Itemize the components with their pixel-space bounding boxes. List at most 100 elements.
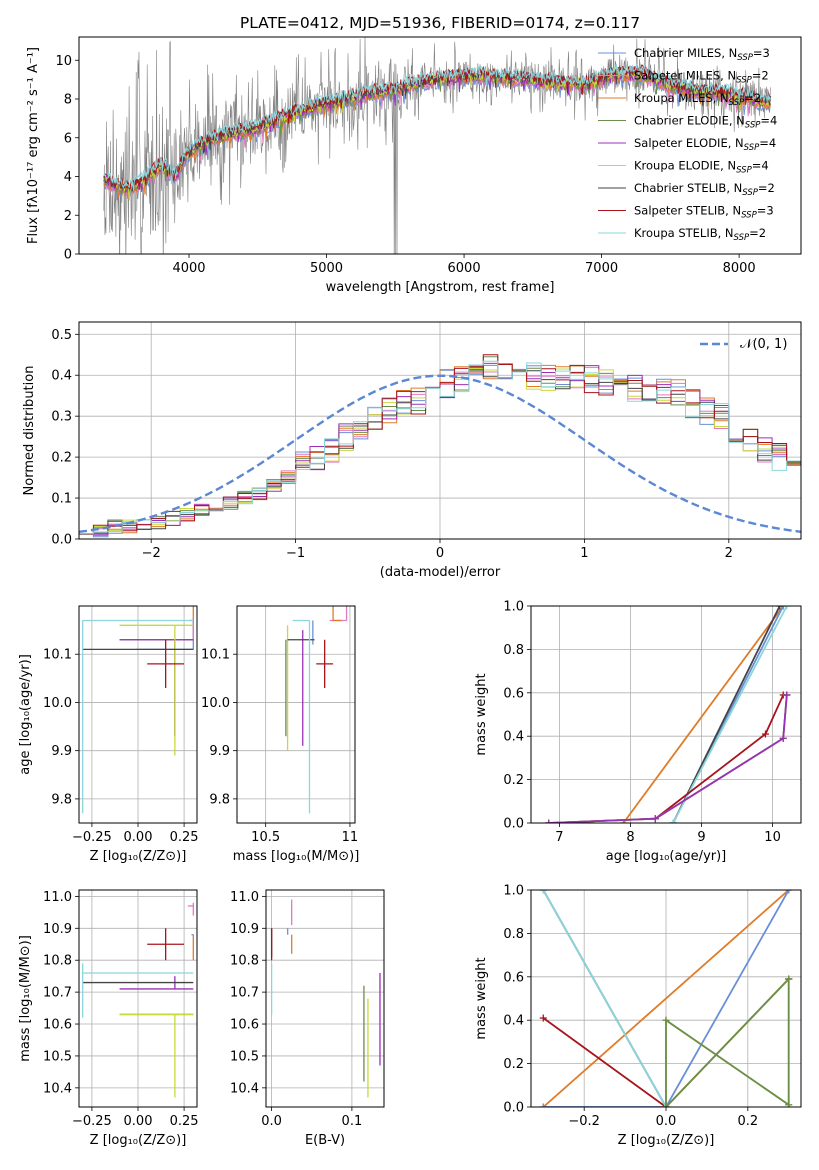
weight-Z-frame-group: −0.2 0.0 0.2 0.0 0.2 0.4 0.6 0.8 1.0 Z [log₁₀(Z/Z… xyxy=(474,884,802,1148)
mass-Z-plot-area xyxy=(82,902,194,1098)
age-mass-point xyxy=(316,639,334,688)
spectrum-xtick-label: 7000 xyxy=(585,261,618,276)
weight-Z-xtick-label: −0.2 xyxy=(568,1114,600,1129)
legend-entry-label: Salpeter STELIB, N xyxy=(634,204,741,218)
legend-entry-label: Chabrier MILES, N xyxy=(634,46,737,60)
spectrum-xtick-label: 4000 xyxy=(172,261,205,276)
spectrum-ylabel: Flux [fλ10⁻¹⁷ erg cm⁻² s⁻¹ A⁻¹] xyxy=(26,47,41,244)
residuals-xtick-label: 1 xyxy=(580,546,588,561)
weight-age-marker xyxy=(779,606,787,610)
age-Z-xtick-label: 0.25 xyxy=(170,830,199,845)
weight-Z-plot-area xyxy=(539,890,793,1107)
age-mass-xtick-label: 11 xyxy=(342,830,359,845)
weight-Z-marker xyxy=(539,1014,547,1022)
weight-age-xtick-label: 8 xyxy=(626,830,634,845)
weight-age-frame xyxy=(530,605,802,824)
legend-entry-tail: =2 xyxy=(744,91,761,105)
legend-entry-label: Chabrier ELODIE, N xyxy=(634,114,745,128)
mass-Z-ytick-label: 10.5 xyxy=(43,1049,72,1064)
spectrum-axes xyxy=(103,37,771,254)
age-mass-ytick-label: 10.1 xyxy=(201,648,230,663)
weight-Z-series-line xyxy=(542,890,667,1107)
weight-Z-ytick-label: 0.8 xyxy=(503,927,524,942)
age-Z-xtick-label: −0.25 xyxy=(72,830,112,845)
spectrum-ytick-label: 10 xyxy=(55,54,72,69)
age-Z-point xyxy=(147,639,185,688)
legend-entry-sub: SSP xyxy=(741,211,757,221)
residuals-xtick-label: −1 xyxy=(286,546,305,561)
spectrum-xtick-label: 5000 xyxy=(310,261,343,276)
mass-EBV-ytick-label: 10.4 xyxy=(230,1081,259,1096)
weight-age-marker xyxy=(779,734,787,742)
age-Z-xlabel: Z [log₁₀(Z/Z⊙)] xyxy=(90,849,187,864)
residuals-ytick-label: 0.2 xyxy=(51,451,72,466)
mass-Z-point xyxy=(187,902,194,916)
spectrum-plot-area xyxy=(103,37,771,254)
mass-Z-ytick-label: 10.9 xyxy=(43,922,72,937)
mass-Z-axes xyxy=(79,890,197,1107)
age-mass-frame-group: 10.5 11 9.8 9.9 10.0 10.1 mass [log₁₀(M/M⊙)] xyxy=(201,605,359,864)
mass-EBV-ytick-label: 10.9 xyxy=(230,922,259,937)
age-mass-axes xyxy=(237,606,355,823)
weight-age-ytick-label: 0.4 xyxy=(503,730,524,745)
age-mass-ytick-label: 9.9 xyxy=(209,744,230,759)
age-mass-plot-area xyxy=(285,606,348,814)
mass-Z-point xyxy=(119,1013,194,1098)
legend-entry-sub: SSP xyxy=(744,143,760,153)
mass-Z-ytick-label: 10.7 xyxy=(43,986,72,1001)
legend-entry: Kroupa STELIB, NSSP=2 xyxy=(634,226,766,243)
weight-age-xtick-label: 7 xyxy=(555,830,563,845)
mass-Z-ylabel: mass [log₁₀(M/M⊙)] xyxy=(18,935,33,1062)
spectrum-model-line xyxy=(103,63,771,191)
mass-Z-point xyxy=(147,928,185,961)
legend-entry-label: Salpeter ELODIE, N xyxy=(634,136,744,150)
legend-entry: 𝒩(0, 1) xyxy=(740,337,787,352)
legend-entry-sub: SSP xyxy=(737,53,753,63)
age-mass-xtick-label: 10.5 xyxy=(251,830,280,845)
age-Z-frame-group: −0.25 0.00 0.25 9.8 9.9 10.0 10.1 Z [log₁₀(Z/Z⊙… xyxy=(18,605,199,864)
legend-entry-label: Chabrier STELIB, N xyxy=(634,181,742,195)
weight-Z-marker xyxy=(539,1103,547,1107)
weight-Z-marker xyxy=(785,890,793,894)
weight-Z-ytick-label: 0.4 xyxy=(503,1014,524,1029)
mass-Z-xtick-label: 0.00 xyxy=(124,1114,153,1129)
weight-age-xlabel: age [log₁₀(age/yr)] xyxy=(606,849,727,864)
weight-Z-marker xyxy=(662,1103,670,1107)
weight-age-ytick-label: 0.0 xyxy=(503,817,524,832)
weight-age-ytick-label: 0.6 xyxy=(503,686,524,701)
mass-EBV-plot-area xyxy=(270,899,381,1098)
age-Z-ytick-label: 9.9 xyxy=(51,744,72,759)
legend-entry: Salpeter MILES, NSSP=2 xyxy=(634,69,769,86)
weight-Z-xtick-label: 0.0 xyxy=(656,1114,677,1129)
residuals-xtick-label: 0 xyxy=(436,546,444,561)
mass-EBV-ytick-label: 11.0 xyxy=(230,890,259,905)
legend-entry-tail: =3 xyxy=(757,204,774,218)
legend-entry-label: Salpeter MILES, N xyxy=(634,69,736,83)
legend-entry-tail: =2 xyxy=(758,181,775,195)
weight-Z-marker xyxy=(662,1016,670,1024)
weight-Z-axes xyxy=(531,889,801,1108)
mass-Z-ytick-label: 11.0 xyxy=(43,890,72,905)
spectrum-ytick-label: 2 xyxy=(64,209,72,224)
weight-Z-marker xyxy=(785,975,793,983)
weight-age-ytick-label: 1.0 xyxy=(503,600,524,615)
age-mass-point xyxy=(292,619,311,814)
weight-age-plot-area xyxy=(545,606,791,823)
weight-age-frame-group: 7 8 9 10 0.0 0.2 0.4 0.6 0.8 1.0 age [log₁₀(age/yr… xyxy=(474,600,802,864)
age-Z-ytick-label: 9.8 xyxy=(51,792,72,807)
weight-age-series-line xyxy=(622,606,784,823)
weight-Z-ytick-label: 0.2 xyxy=(503,1057,524,1072)
age-Z-xtick-label: 0.00 xyxy=(124,830,153,845)
spectrum-ytick-label: 6 xyxy=(64,131,72,146)
spectrum-title: PLATE=0412, MJD=51936, FIBERID=0174, z=0… xyxy=(240,14,640,32)
weight-age-series-line xyxy=(672,606,788,823)
mass-EBV-frame xyxy=(265,889,385,1108)
legend-entry-tail: =3 xyxy=(753,46,770,60)
legend-entry-label: Kroupa ELODIE, N xyxy=(634,159,736,173)
mass-EBV-ytick-label: 10.7 xyxy=(230,986,259,1001)
age-Z-ytick-label: 10.0 xyxy=(43,696,72,711)
spectrum-xtick-label: 6000 xyxy=(448,261,481,276)
age-Z-ylabel: age [log₁₀(age/yr)] xyxy=(18,654,33,775)
residuals-ytick-label: 0.4 xyxy=(51,369,72,384)
